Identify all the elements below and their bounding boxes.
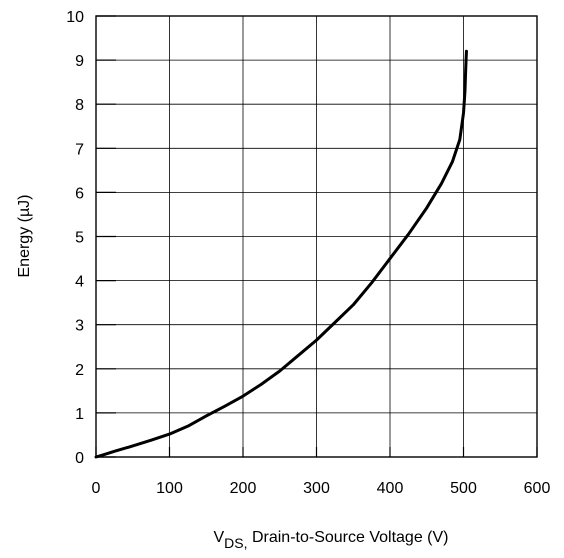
y-tick-label: 6 [75,185,84,202]
energy-data-point [458,138,461,141]
energy-data-point [407,233,410,236]
y-tick-label: 5 [75,230,84,247]
y-axis-title: Energy (µJ) [16,194,33,277]
energy-data-point [333,321,336,324]
x-axis-title-suffix: Drain-to-Source Voltage (V) [248,529,449,546]
energy-curve-line [94,49,468,459]
energy-data-point [462,111,465,115]
energy-data-point [150,439,153,442]
energy-data-point [94,455,98,459]
y-tick-label: 9 [75,53,84,70]
y-tick-label: 4 [75,274,84,291]
y-tick-label: 3 [75,318,84,335]
y-tick-label: 0 [75,450,84,467]
energy-data-point [205,414,208,418]
energy-data-point [425,206,428,209]
energy-data-point [370,281,373,284]
grid-layer [96,16,537,457]
energy-data-point [113,450,116,453]
energy-data-point [451,160,454,163]
energy-data-point [168,432,171,436]
energy-data-point [241,395,245,398]
x-tick-label: 100 [156,480,183,497]
y-tick-label: 1 [75,406,84,423]
tick-layer: 0 100 200 300 400 500 600 0 1 2 3 4 5 6 7 8 9 10 [66,9,550,497]
energy-data-point [297,354,300,357]
energy-data-point [260,383,263,386]
x-axis-title-main: V [214,529,225,546]
x-tick-label: 300 [303,480,330,497]
energy-data-point [131,444,134,448]
x-axis-title-subscript: DS, [224,535,247,551]
x-axis-title: VDS, Drain-to-Source Voltage (V) [214,529,449,551]
y-tick-label: 2 [75,362,84,379]
x-tick-label: 400 [377,480,404,497]
energy-data-point [186,425,189,428]
series-layer [94,49,468,459]
energy-data-point [440,182,443,185]
energy-data-point [464,67,467,71]
y-tick-label: 7 [75,141,84,158]
x-tick-label: 0 [92,480,101,497]
energy-data-point [463,89,467,93]
energy-data-point [388,257,392,260]
energy-data-point [315,339,318,342]
energy-data-point [223,405,226,408]
y-tick-label: 10 [66,9,84,26]
x-tick-label: 200 [230,480,257,497]
x-tick-label: 600 [524,480,551,497]
energy-data-point [465,50,468,53]
energy-data-point [102,453,105,456]
x-tick-label: 500 [450,480,477,497]
energy-data-point [352,303,355,306]
y-tick-label: 8 [75,97,84,114]
energy-data-point [278,369,281,373]
